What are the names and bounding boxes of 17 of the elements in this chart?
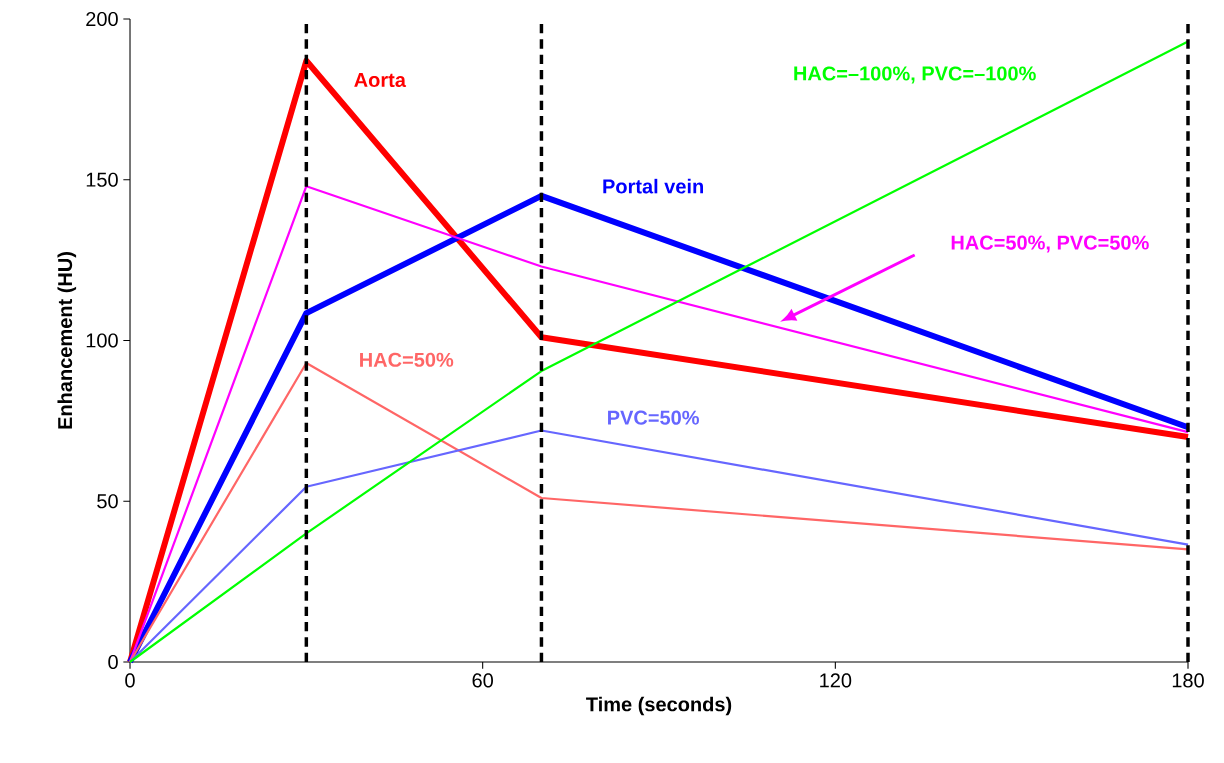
x-tick-label: 180 (1172, 673, 1204, 688)
series-label: HAC=–100%, PVC=–100% (794, 66, 1036, 84)
series-label: HAC=50% (360, 352, 454, 367)
y-tick-label: 0 (108, 654, 118, 670)
y-axis-title: Enhancement (HU) (57, 252, 77, 429)
x-tick-label: 60 (472, 673, 493, 688)
x-tick-label: 0 (125, 673, 135, 688)
x-tick-label: 120 (820, 673, 852, 688)
x-axis-title: Time (seconds) (586, 696, 732, 716)
series-label: Portal vein (603, 178, 703, 194)
series-label: Aorta (354, 73, 407, 88)
y-tick-label: 150 (86, 172, 118, 187)
y-tick-label: 100 (86, 333, 118, 348)
series-label: PVC=50% (608, 410, 699, 425)
text: HAC=50%, PVC=50% (951, 235, 1149, 253)
y-tick-label: 200 (86, 11, 118, 27)
y-tick-label: 50 (97, 494, 118, 509)
